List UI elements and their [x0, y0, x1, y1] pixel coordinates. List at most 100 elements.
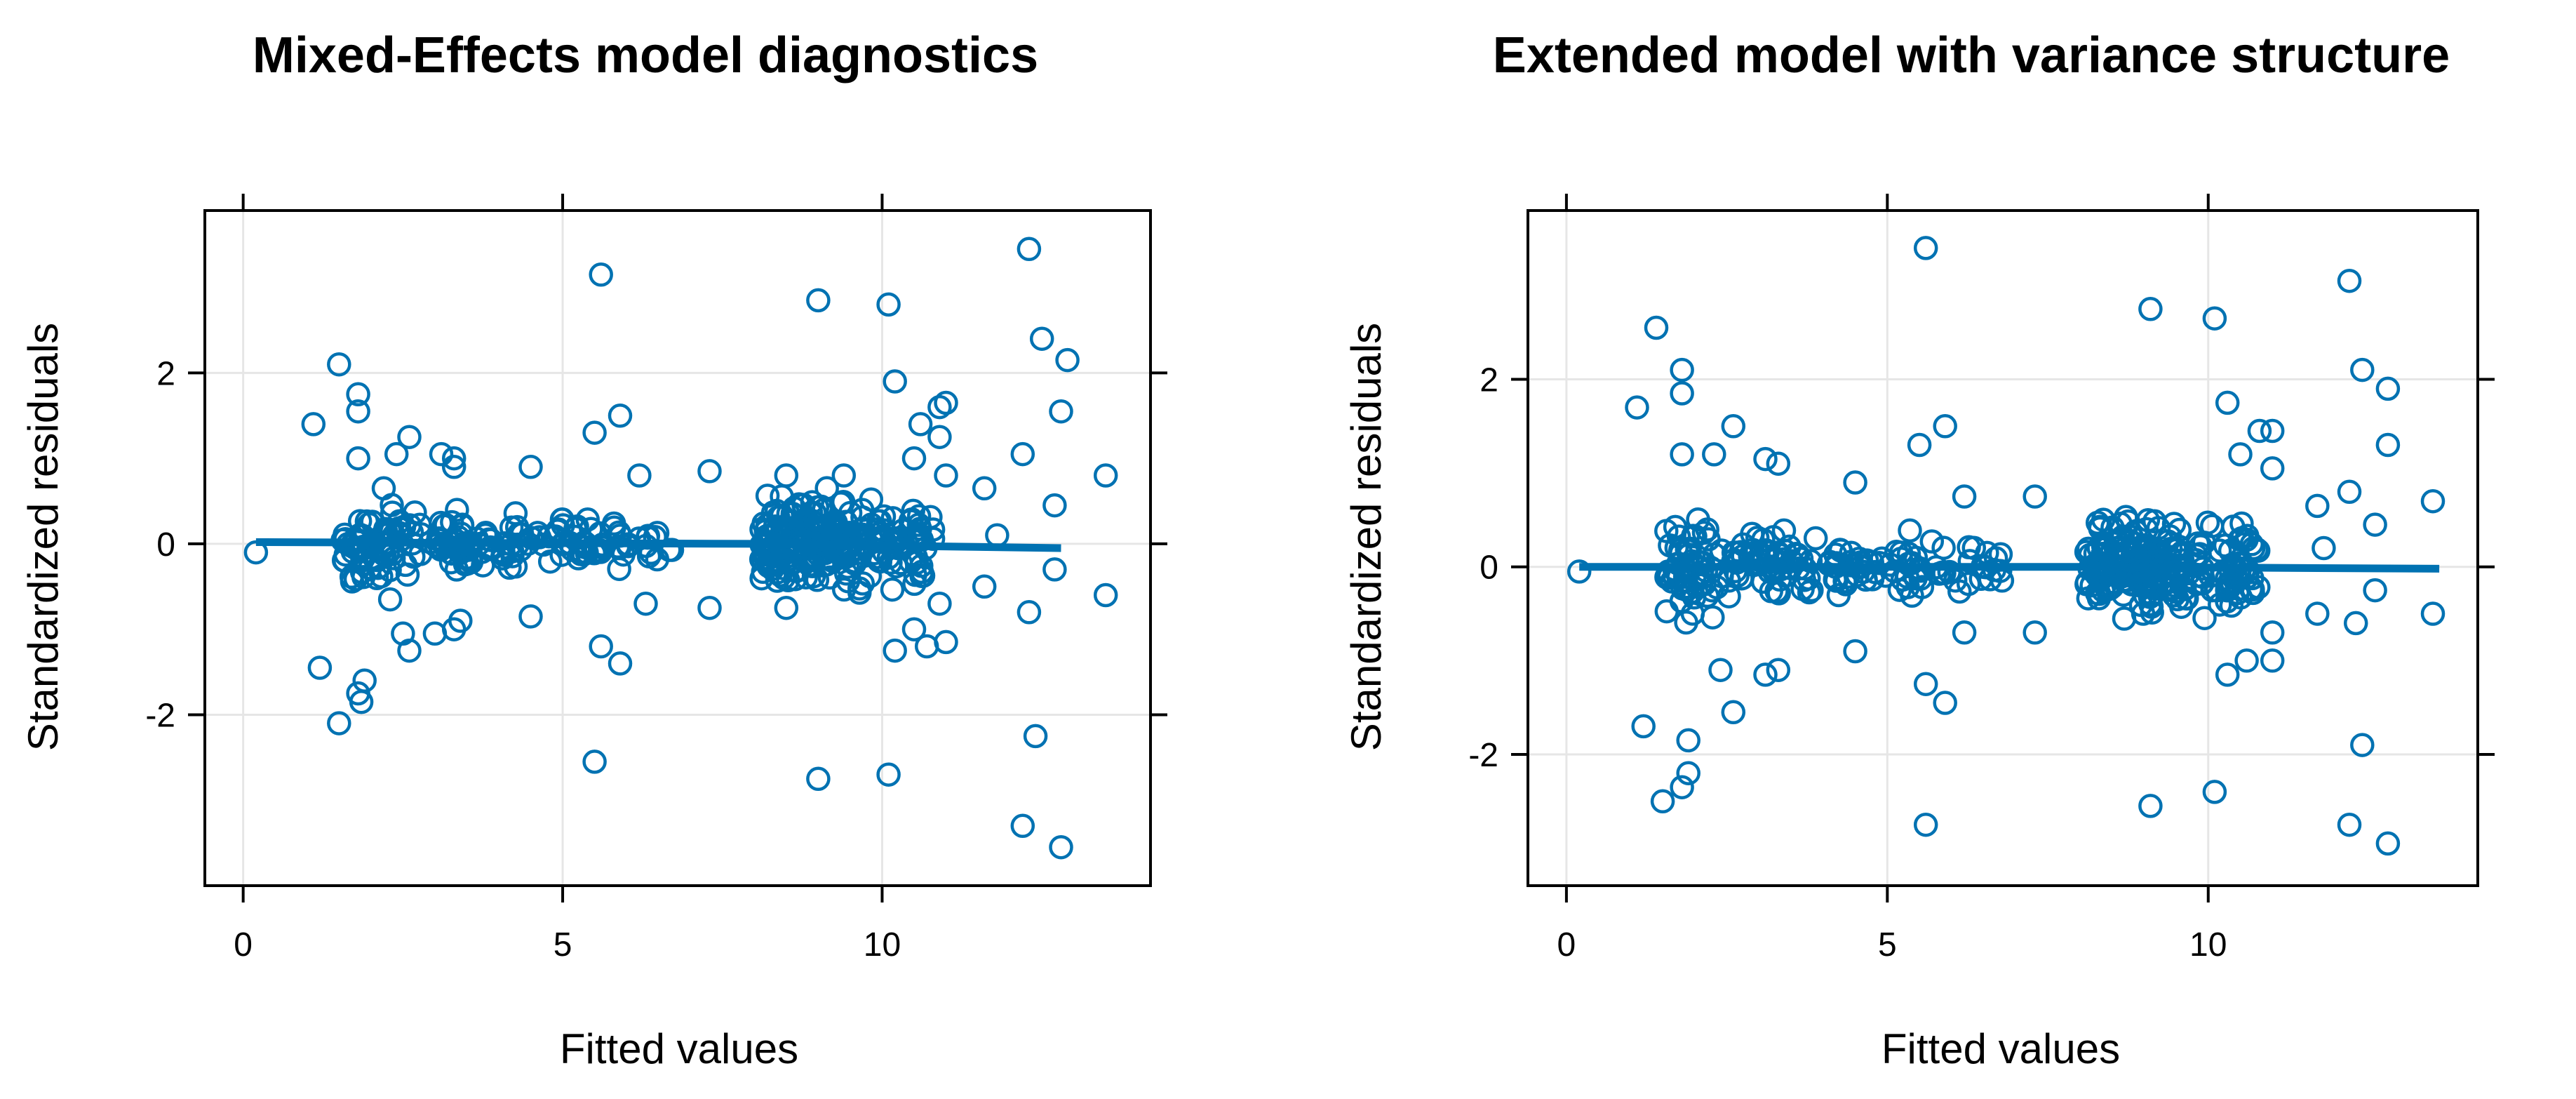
panel-1-data-point — [774, 595, 799, 620]
panel-2-data-point — [2169, 594, 2194, 619]
panel-2-data-point — [1631, 714, 1656, 739]
panel-1-data-point — [346, 382, 370, 407]
panel-1-data-point — [633, 591, 658, 616]
panel-1-data-point — [403, 500, 427, 525]
panel-1-data-point — [346, 446, 370, 471]
panel-1-data-point — [445, 498, 469, 522]
panel-2-data-point — [2101, 560, 2126, 585]
panel-1-title: Mixed-Effects model diagnostics — [253, 27, 1038, 84]
panel-1-data-point — [934, 463, 958, 488]
panel-2-data-point — [2129, 571, 2154, 596]
panel-1-data-point — [797, 552, 822, 577]
panel-1-data-point — [395, 562, 420, 587]
panel-1-data-point — [441, 446, 467, 471]
panel-2-data-point — [2343, 611, 2368, 636]
panel-2-y-tick-label: 2 — [1480, 362, 1498, 399]
panel-1-data-point — [346, 399, 370, 424]
panel-1-data-point — [806, 766, 831, 792]
panel-1-x-tick-label: 0 — [234, 926, 253, 964]
panel-2-data-point — [1721, 700, 1746, 725]
panel-2-data-point — [2184, 571, 2209, 597]
panel-2-data-point — [2161, 512, 2187, 536]
panel-1-data-point — [377, 587, 403, 612]
panel-1-y-axis-label: Standardized residuals — [20, 323, 67, 751]
panel-1-data-point — [901, 617, 927, 641]
panel-2-data-point — [2157, 524, 2182, 549]
panel-2-data-point — [2131, 601, 2156, 626]
panel-1-data-point — [307, 655, 333, 680]
panel-2-data-point — [2260, 418, 2285, 444]
panel-1-data-point — [393, 552, 418, 578]
panel-1-data-point — [826, 517, 852, 542]
panel-1-data-point — [358, 535, 383, 559]
panel-2-data-point — [2202, 780, 2227, 804]
panel-2-data-point — [1913, 236, 1938, 260]
panel-2-data-point — [1803, 526, 1828, 551]
panel-1-y-tick-label: 2 — [156, 355, 175, 392]
panel-1-data-point — [811, 553, 836, 578]
panel-2-data-point — [2215, 662, 2240, 687]
panel-2-data-point — [1947, 579, 1972, 604]
panel-1-data-point — [927, 394, 952, 420]
panel-1-data-point — [429, 441, 454, 467]
panel-1-data-point — [327, 352, 351, 377]
panel-2-data-point — [2337, 268, 2362, 293]
panel-2-data-point — [2375, 376, 2401, 401]
panel-2-data-point — [1708, 658, 1733, 682]
panel-2-data-point — [1670, 442, 1694, 467]
panel-1-data-point — [1029, 326, 1054, 351]
panel-1-data-point — [883, 369, 907, 394]
panel-2-data-point — [1854, 548, 1879, 573]
panel-2-data-point — [2091, 507, 2116, 532]
panel-1-data-point — [789, 509, 814, 535]
panel-1-data-point — [817, 565, 843, 590]
panel-1-data-point — [1023, 724, 1048, 749]
panel-2-data-point — [1919, 529, 1945, 554]
panel-1-data-point — [503, 501, 528, 526]
panel-1-data-point — [351, 564, 376, 590]
panel-2-data-point — [1766, 451, 1791, 476]
panel-1-data-point — [608, 404, 633, 428]
panel-2-data-point — [1777, 534, 1802, 559]
panel-1-data-point — [836, 554, 860, 579]
panel-2-data-point — [1913, 672, 1938, 696]
panel-1-data-point — [327, 711, 351, 735]
panel-2-x-tick-label: 5 — [1878, 926, 1897, 964]
panel-1-data-point — [859, 487, 884, 512]
panel-1-data-point — [814, 476, 839, 500]
panel-2-data-point — [2215, 390, 2240, 415]
panel-2-smoother-line — [1579, 563, 2440, 573]
panel-2-data-point — [1797, 580, 1822, 605]
panel-2-data-point — [2337, 479, 2362, 505]
panel-2-data-point — [2312, 535, 2336, 561]
panel-2-data-point — [2363, 512, 2387, 537]
panel-1-data-point — [627, 463, 652, 488]
panel-2-data-point — [2337, 812, 2362, 837]
panel-2-data-point — [2218, 538, 2243, 564]
panel-2-y-tick-label: -2 — [1468, 737, 1498, 774]
panel-1-data-point — [927, 591, 952, 616]
panel-2-data-point — [2247, 418, 2272, 444]
panel-2-data-point — [1676, 761, 1700, 785]
panel-2-data-point — [2241, 577, 2265, 602]
panel-2-data-point — [1717, 584, 1741, 608]
panel-2-data-point — [1676, 728, 1700, 753]
panel-1-data-point — [1010, 441, 1035, 467]
panel-1-data-point — [876, 292, 901, 317]
panel-2-data-point — [2116, 509, 2140, 534]
panel-1-data-point — [397, 513, 422, 538]
panel-1-data-point — [1010, 813, 1035, 839]
panel-1-data-point — [908, 517, 932, 541]
panel-2-data-point — [2192, 606, 2217, 630]
panel-1-data-point — [876, 762, 901, 787]
panel-1-data-point — [1017, 600, 1042, 625]
panel-1-x-axis-label: Fitted values — [560, 1025, 798, 1072]
panel-1-data-point — [608, 651, 633, 676]
panel-2-data-point — [1952, 484, 1977, 509]
panel-2-data-point — [1851, 559, 1876, 585]
panel-2-plot-frame — [1527, 209, 2479, 887]
panel-2-data-point — [1931, 535, 1956, 560]
panel-2-data-point — [2363, 578, 2387, 603]
panel-2-data-point — [2076, 586, 2101, 611]
panel-1-x-tick-label: 5 — [554, 926, 572, 964]
